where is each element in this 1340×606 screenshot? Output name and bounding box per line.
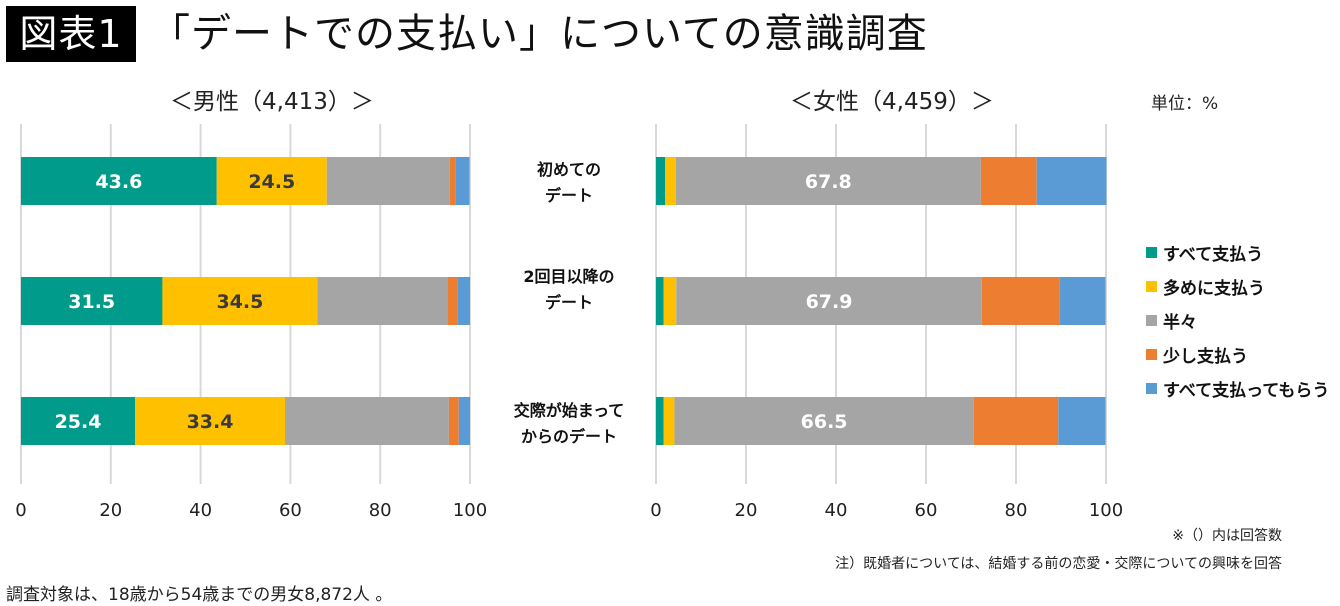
data-label: 25.4 [55, 411, 102, 433]
bar-segment [1058, 397, 1106, 445]
category-label-line2: デート [544, 186, 593, 205]
bar-segment [981, 277, 1060, 325]
x-tick-label: 80 [1005, 500, 1028, 521]
bar-segment [665, 157, 676, 205]
x-tick-label: 60 [915, 500, 938, 521]
legend-swatch-icon [1146, 348, 1157, 360]
bar-segment [1059, 277, 1106, 325]
category-label-line1: 初めての [536, 160, 601, 179]
legend-item: 多めに支払う [1146, 269, 1329, 303]
bar-segment [656, 277, 664, 325]
category-label-second-date: 2回目以降の デート [494, 264, 644, 316]
bar-segment [973, 397, 1059, 445]
female-panel-title: ＜女性（4,459）＞ [790, 89, 994, 115]
bar-segment [663, 397, 675, 445]
bar-segment [656, 157, 665, 205]
legend-swatch-icon [1146, 314, 1157, 326]
bar-segment [457, 277, 470, 325]
data-label: 66.5 [801, 411, 848, 433]
bar-segment [21, 277, 163, 325]
bar-segment [21, 157, 217, 205]
x-tick-label: 20 [735, 500, 758, 521]
bar-segment [980, 157, 1037, 205]
bar-segment [285, 397, 449, 445]
legend-label: 少し支払う [1163, 346, 1248, 367]
bar-segment [21, 397, 136, 445]
respondents-note: ※（）内は回答数 [1172, 528, 1282, 544]
legend-item: 半々 [1146, 303, 1329, 337]
x-tick-label: 20 [99, 500, 122, 521]
bar-segment [448, 397, 459, 445]
unit-label: 単位：% [1151, 94, 1219, 114]
male-panel-title: ＜男性（4,413）＞ [170, 89, 374, 115]
survey-footer: 調査対象は、18歳から54歳までの男女8,872人 。 [6, 585, 393, 605]
legend-label: すべて支払ってもらう [1163, 380, 1330, 401]
bar-segment [317, 277, 448, 325]
bar-segment [663, 277, 677, 325]
bar-segment [449, 157, 456, 205]
x-tick-label: 40 [189, 500, 212, 521]
x-tick-label: 100 [1089, 500, 1123, 521]
bar-segment [656, 397, 664, 445]
legend-label: 多めに支払う [1163, 278, 1265, 299]
bar-segment [676, 277, 982, 325]
data-label: 31.5 [68, 291, 115, 313]
bar-segment [458, 397, 470, 445]
category-label-line2: デート [544, 293, 593, 312]
data-label: 33.4 [187, 411, 234, 433]
category-label-dating-date: 交際が始まって からのデート [494, 398, 644, 450]
bar-segment [1036, 157, 1107, 205]
legend-swatch-icon [1146, 280, 1157, 292]
legend-item: すべて支払ってもらう [1146, 371, 1329, 405]
category-label-first-date: 初めての デート [494, 157, 644, 209]
category-label-line1: 交際が始まって [513, 401, 625, 420]
data-label: 43.6 [95, 171, 142, 193]
bar-segment [162, 277, 318, 325]
x-tick-label: 60 [279, 500, 302, 521]
x-tick-label: 80 [369, 500, 392, 521]
legend-swatch-icon [1146, 246, 1157, 258]
data-label: 67.9 [806, 291, 853, 313]
data-label: 34.5 [216, 291, 263, 313]
married-note: 注）既婚者については、結婚する前の恋愛・交際についての興味を回答 [835, 556, 1282, 572]
bar-segment [216, 157, 327, 205]
data-label: 24.5 [248, 171, 295, 193]
legend-swatch-icon [1146, 382, 1157, 394]
x-tick-label: 100 [453, 500, 487, 521]
x-tick-label: 0 [15, 500, 26, 521]
page-title: 「デートでの支払い」についての意識調査 [150, 11, 928, 57]
bar-segment [135, 397, 286, 445]
x-tick-label: 40 [825, 500, 848, 521]
bar-segment [675, 157, 981, 205]
category-label-line2: からのデート [520, 427, 617, 446]
figure-label: 図表1 [6, 6, 136, 62]
legend: すべて支払う 多めに支払う 半々 少し支払う すべて支払ってもらう [1146, 235, 1329, 405]
bar-segment [674, 397, 974, 445]
legend-label: 半々 [1163, 312, 1197, 333]
bar-segment [447, 277, 458, 325]
legend-label: すべて支払う [1163, 244, 1264, 265]
bar-segment [326, 157, 450, 205]
category-label-line1: 2回目以降の [523, 267, 615, 286]
data-label: 67.8 [805, 171, 852, 193]
legend-item: すべて支払う [1146, 235, 1329, 269]
legend-item: 少し支払う [1146, 337, 1329, 371]
bar-segment [455, 157, 470, 205]
x-tick-label: 0 [650, 500, 661, 521]
